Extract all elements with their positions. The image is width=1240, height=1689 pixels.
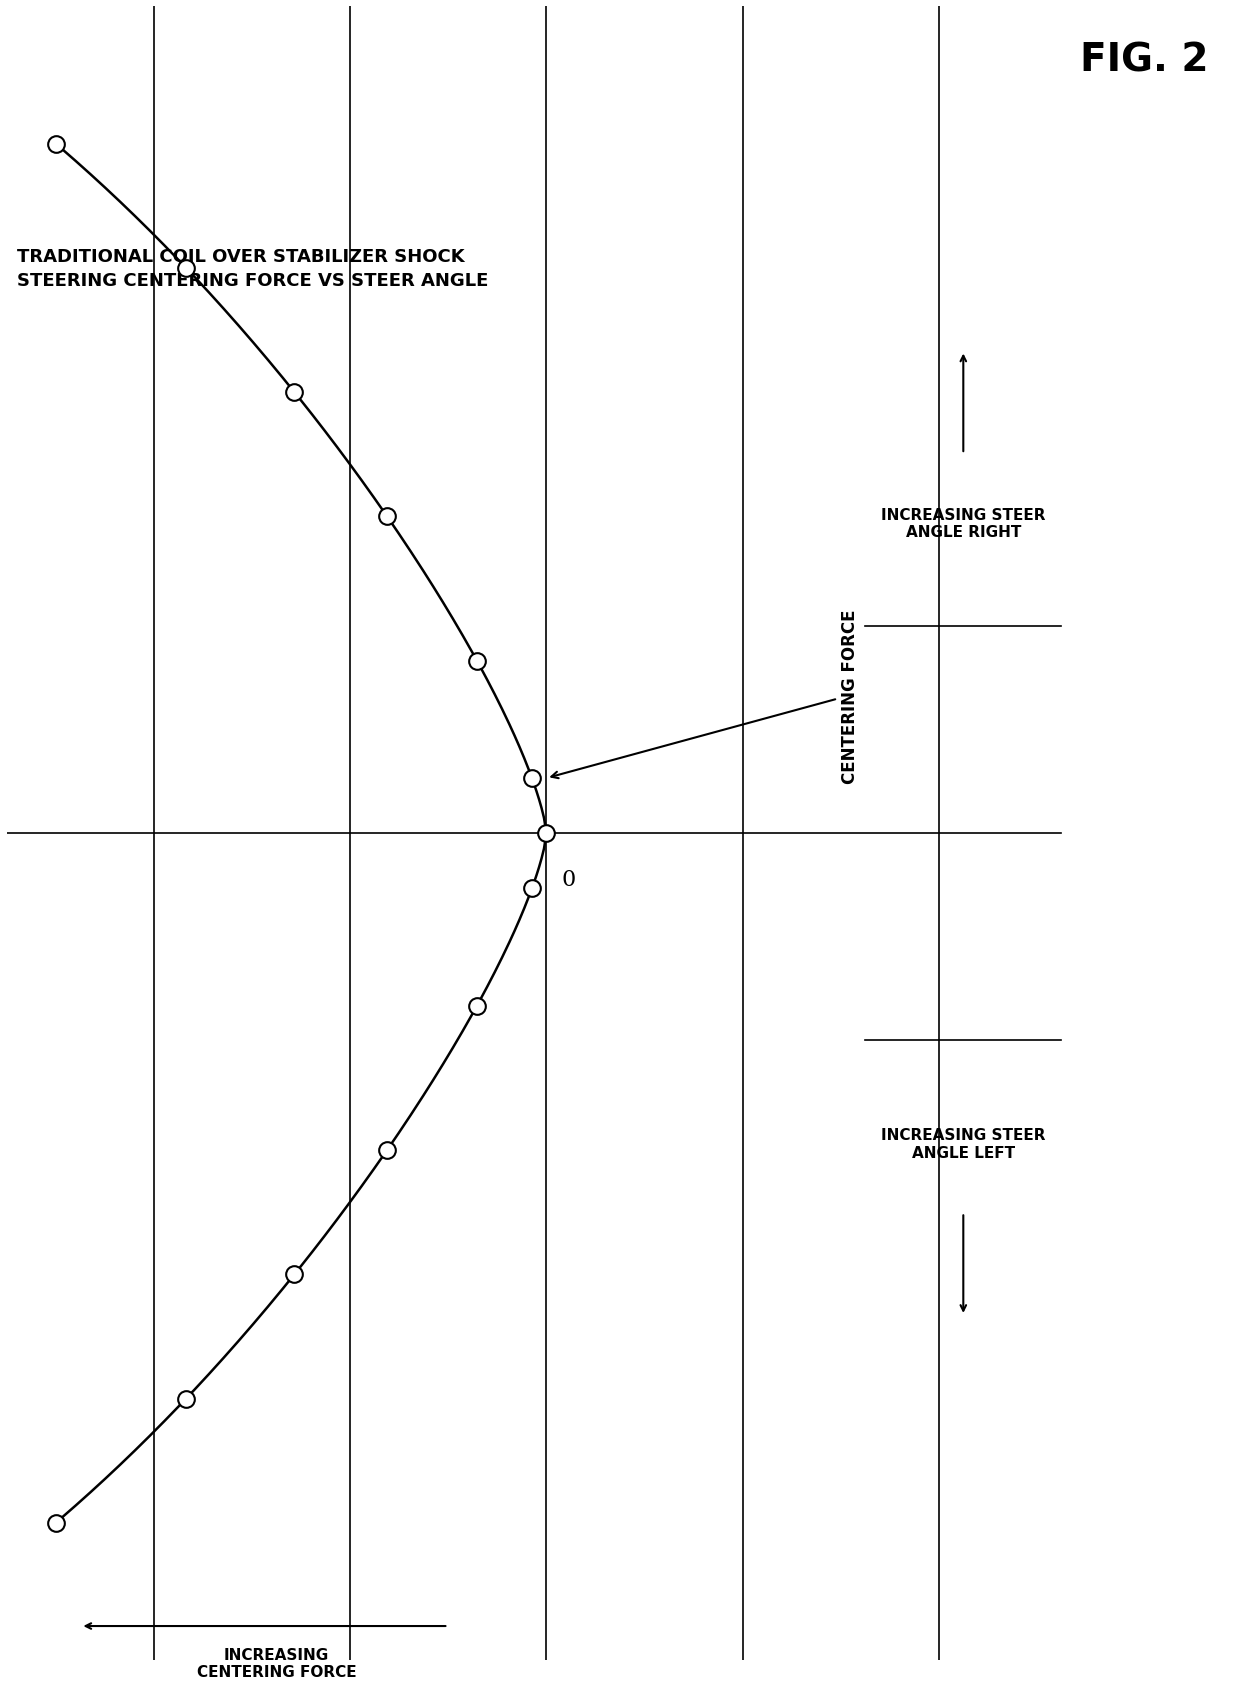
Text: INCREASING STEER
ANGLE RIGHT: INCREASING STEER ANGLE RIGHT xyxy=(882,507,1045,540)
Text: FIG. 2: FIG. 2 xyxy=(1080,42,1209,79)
Text: INCREASING
CENTERING FORCE: INCREASING CENTERING FORCE xyxy=(197,1647,357,1679)
Text: TRADITIONAL COIL OVER STABILIZER SHOCK
STEERING CENTERING FORCE VS STEER ANGLE: TRADITIONAL COIL OVER STABILIZER SHOCK S… xyxy=(17,248,489,289)
Text: 0: 0 xyxy=(562,868,575,890)
Text: CENTERING FORCE: CENTERING FORCE xyxy=(552,608,858,784)
Text: INCREASING STEER
ANGLE LEFT: INCREASING STEER ANGLE LEFT xyxy=(882,1128,1045,1160)
